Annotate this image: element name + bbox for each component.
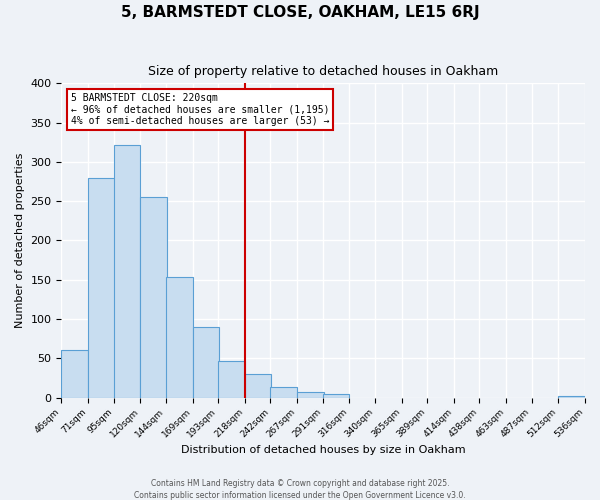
- Bar: [166, 278, 193, 398]
- Bar: [140, 198, 167, 398]
- Bar: [559, 396, 585, 398]
- Bar: [113, 144, 140, 398]
- Bar: [61, 350, 88, 398]
- Y-axis label: Number of detached properties: Number of detached properties: [15, 153, 25, 328]
- Text: 5 BARMSTEDT CLOSE: 220sqm
← 96% of detached houses are smaller (1,195)
4% of sem: 5 BARMSTEDT CLOSE: 220sqm ← 96% of detac…: [71, 93, 329, 126]
- Bar: [218, 362, 245, 398]
- Text: 5, BARMSTEDT CLOSE, OAKHAM, LE15 6RJ: 5, BARMSTEDT CLOSE, OAKHAM, LE15 6RJ: [121, 5, 479, 20]
- Bar: [297, 392, 324, 398]
- Bar: [323, 394, 349, 398]
- Title: Size of property relative to detached houses in Oakham: Size of property relative to detached ho…: [148, 65, 499, 78]
- Bar: [88, 178, 115, 398]
- Bar: [245, 374, 271, 398]
- Bar: [193, 327, 219, 398]
- Bar: [271, 388, 297, 398]
- Text: Contains HM Land Registry data © Crown copyright and database right 2025.
Contai: Contains HM Land Registry data © Crown c…: [134, 478, 466, 500]
- X-axis label: Distribution of detached houses by size in Oakham: Distribution of detached houses by size …: [181, 445, 466, 455]
